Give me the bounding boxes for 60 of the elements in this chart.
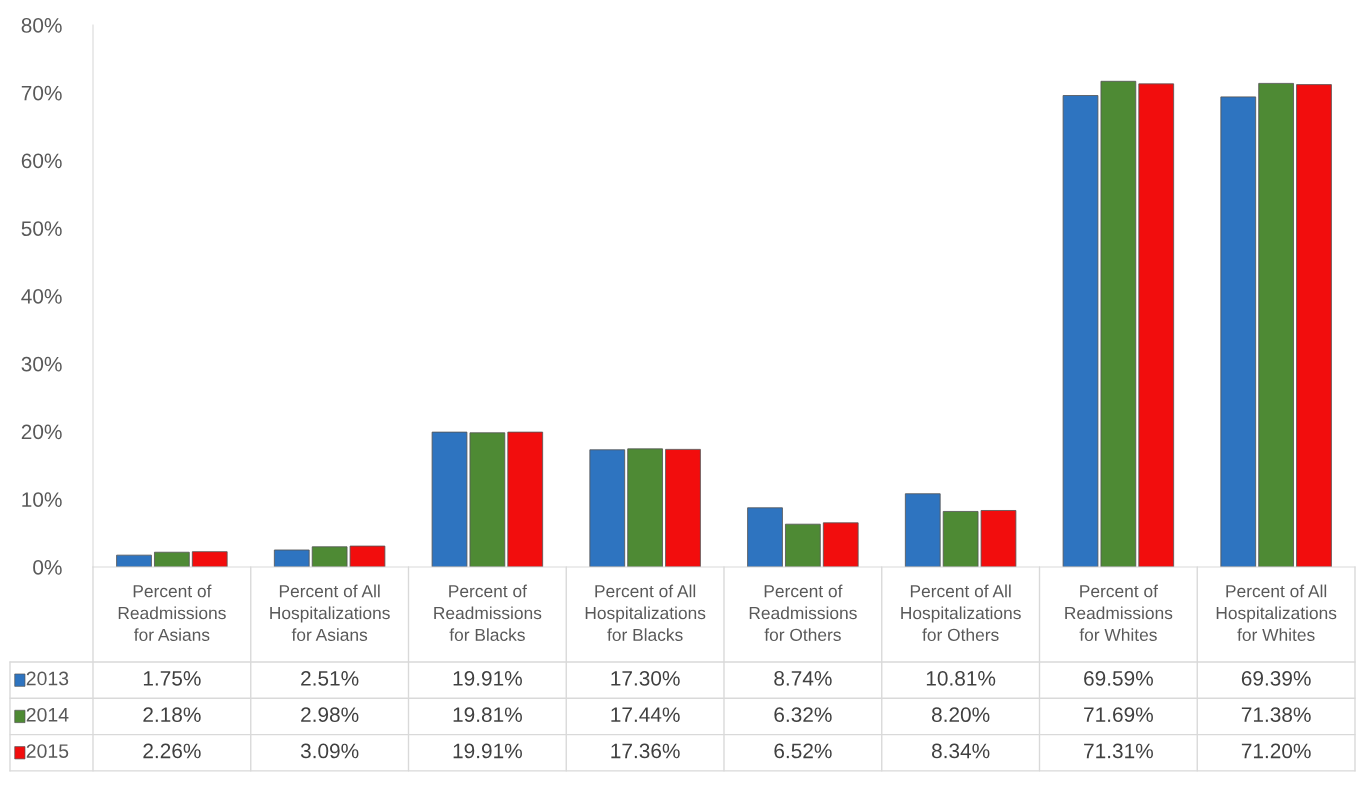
bar: [747, 507, 783, 567]
bar: [1220, 96, 1257, 567]
data-label: 69.59%: [1084, 670, 1153, 686]
data-label: 3.09%: [300, 743, 359, 759]
data-label: 19.91%: [453, 743, 522, 759]
data-label: 17.44%: [611, 707, 680, 722]
data-label: 2.98%: [301, 707, 359, 723]
data-label: 2.26%: [143, 743, 201, 759]
y-tick-label: 50%: [21, 221, 62, 236]
legend-label: 2013: [26, 671, 69, 686]
y-tick-label: 80%: [21, 18, 62, 33]
data-label: 17.36%: [611, 743, 680, 759]
data-label: 8.20%: [932, 707, 990, 723]
y-tick-label: 20%: [21, 424, 62, 440]
data-label: 17.30%: [611, 670, 680, 686]
x-tick-label: Percent of All Hospitalizations for Asians: [270, 584, 390, 642]
data-label: 6.52%: [774, 743, 832, 759]
bar: [904, 493, 941, 567]
data-label: 8.34%: [932, 743, 990, 759]
bar: [822, 522, 859, 567]
x-tick-label: Percent of Readmissions for Asians: [118, 584, 226, 642]
x-tick-label: Percent of All Hospitalizations for Blacks: [585, 584, 706, 642]
data-label: 71.38%: [1241, 707, 1311, 723]
bar: [665, 448, 701, 567]
bar: [507, 431, 544, 567]
y-tick-label: 40%: [21, 289, 62, 304]
x-tick-label: Percent of All Hospitalizations for Others: [901, 584, 1021, 642]
bar: [116, 554, 152, 567]
data-label: 71.69%: [1084, 707, 1153, 723]
bar: [273, 549, 310, 567]
x-tick-label: Percent of Readmissions for Others: [749, 584, 857, 642]
data-label: 2.51%: [301, 670, 359, 686]
y-tick-label: 10%: [22, 492, 62, 507]
y-tick-label: 0%: [33, 560, 62, 575]
legend-label: 2015: [26, 744, 69, 758]
y-tick-label: 30%: [21, 356, 62, 372]
bar: [1258, 82, 1294, 567]
y-tick-label: 60%: [21, 153, 62, 169]
bar: [1296, 84, 1332, 567]
bar: [589, 449, 626, 567]
x-tick-label: Percent of Readmissions for Whites: [1065, 584, 1173, 642]
data-label: 6.32%: [774, 707, 832, 723]
bar: [785, 523, 821, 567]
x-tick-label: Percent of Readmissions for Blacks: [434, 584, 542, 642]
data-label: 19.91%: [453, 670, 522, 686]
legend-label: 2014: [26, 707, 69, 722]
data-label: 2.18%: [143, 707, 201, 723]
bar: [154, 551, 190, 567]
data-label: 71.31%: [1084, 743, 1153, 759]
data-label: 71.20%: [1241, 743, 1311, 759]
data-label: 1.75%: [143, 671, 201, 686]
data-label: 10.81%: [926, 670, 996, 686]
data-label: 69.39%: [1241, 670, 1311, 686]
y-tick-label: 70%: [21, 85, 62, 101]
bar: [191, 551, 228, 567]
x-tick-label: Percent of All Hospitalizations for Whites: [1216, 584, 1337, 642]
bar: [627, 448, 663, 567]
data-label: 8.74%: [774, 670, 832, 686]
data-label: 19.81%: [453, 707, 522, 723]
bar: [1138, 83, 1175, 567]
